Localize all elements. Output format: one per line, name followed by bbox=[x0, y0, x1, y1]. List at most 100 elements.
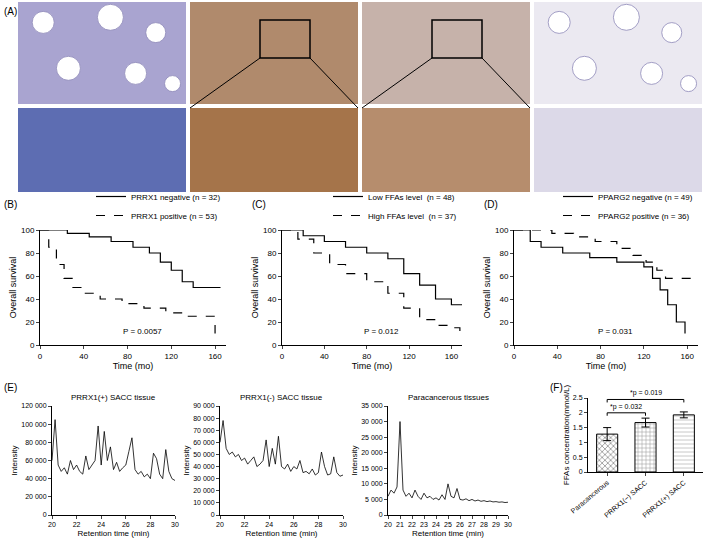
svg-text:10 000: 10 000 bbox=[361, 480, 383, 487]
svg-text:PRRX1(-) SACC tissue: PRRX1(-) SACC tissue bbox=[240, 393, 323, 402]
svg-text:22: 22 bbox=[408, 521, 416, 528]
svg-text:20: 20 bbox=[25, 318, 34, 327]
svg-text:2: 2 bbox=[579, 409, 583, 416]
svg-text:FFAs concentration(mmol/L): FFAs concentration(mmol/L) bbox=[562, 384, 571, 485]
svg-text:40 000: 40 000 bbox=[193, 463, 215, 470]
svg-text:100 000: 100 000 bbox=[21, 421, 46, 428]
svg-text:Retention time (min): Retention time (min) bbox=[77, 529, 149, 538]
svg-text:20 000: 20 000 bbox=[193, 487, 215, 494]
svg-text:40: 40 bbox=[499, 295, 508, 304]
svg-text:80: 80 bbox=[362, 352, 371, 361]
svg-text:0.5: 0.5 bbox=[573, 454, 583, 461]
svg-text:*p = 0.032: *p = 0.032 bbox=[610, 403, 642, 411]
svg-text:160: 160 bbox=[681, 352, 695, 361]
svg-text:Time (mo): Time (mo) bbox=[352, 361, 393, 371]
svg-text:21: 21 bbox=[396, 521, 404, 528]
svg-text:100: 100 bbox=[21, 226, 35, 235]
svg-text:20: 20 bbox=[267, 318, 276, 327]
svg-text:(B): (B) bbox=[4, 199, 17, 210]
svg-text:0: 0 bbox=[43, 511, 47, 518]
svg-text:0: 0 bbox=[579, 468, 583, 475]
svg-text:100: 100 bbox=[495, 226, 509, 235]
svg-text:90 000: 90 000 bbox=[193, 402, 215, 409]
svg-text:28: 28 bbox=[315, 521, 323, 528]
svg-text:26: 26 bbox=[122, 521, 130, 528]
svg-text:(F): (F) bbox=[550, 382, 563, 393]
svg-text:Paracancerous tissues: Paracancerous tissues bbox=[408, 393, 489, 402]
svg-text:40: 40 bbox=[553, 352, 562, 361]
svg-text:40: 40 bbox=[267, 295, 276, 304]
svg-text:(A): (A) bbox=[4, 6, 17, 17]
svg-text:0: 0 bbox=[272, 341, 277, 350]
svg-text:29: 29 bbox=[492, 521, 500, 528]
svg-text:120: 120 bbox=[402, 352, 416, 361]
svg-text:Overall survival: Overall survival bbox=[8, 257, 18, 319]
svg-text:PPARG2 positive (n = 36): PPARG2 positive (n = 36) bbox=[598, 212, 690, 221]
svg-text:28: 28 bbox=[480, 521, 488, 528]
svg-text:*p = 0.019: *p = 0.019 bbox=[630, 389, 662, 397]
svg-text:10 000: 10 000 bbox=[193, 499, 215, 506]
svg-text:40: 40 bbox=[25, 295, 34, 304]
svg-text:0: 0 bbox=[38, 352, 43, 361]
svg-text:Intensity: Intensity bbox=[10, 446, 19, 476]
svg-text:Retention time (min): Retention time (min) bbox=[412, 529, 484, 538]
svg-text:80: 80 bbox=[499, 249, 508, 258]
svg-text:20: 20 bbox=[384, 521, 392, 528]
svg-text:P = 0.031: P = 0.031 bbox=[598, 327, 633, 336]
svg-text:40 000: 40 000 bbox=[25, 475, 47, 482]
svg-text:PRRX1(−) SACC: PRRX1(−) SACC bbox=[603, 479, 649, 520]
svg-text:22: 22 bbox=[73, 521, 81, 528]
svg-text:80 000: 80 000 bbox=[25, 439, 47, 446]
svg-text:30: 30 bbox=[504, 521, 512, 528]
svg-text:80 000: 80 000 bbox=[193, 415, 215, 422]
svg-text:60 000: 60 000 bbox=[193, 439, 215, 446]
svg-text:25 000: 25 000 bbox=[361, 434, 383, 441]
svg-text:0: 0 bbox=[504, 341, 509, 350]
svg-text:30 000: 30 000 bbox=[193, 475, 215, 482]
svg-text:Retention time (min): Retention time (min) bbox=[245, 529, 317, 538]
svg-text:(E): (E) bbox=[4, 382, 17, 393]
svg-text:0: 0 bbox=[30, 341, 35, 350]
svg-text:PRRX1(+) SACC tissue: PRRX1(+) SACC tissue bbox=[71, 393, 156, 402]
svg-text:0: 0 bbox=[211, 511, 215, 518]
svg-text:24: 24 bbox=[97, 521, 105, 528]
svg-text:26: 26 bbox=[456, 521, 464, 528]
svg-text:24: 24 bbox=[265, 521, 273, 528]
svg-text:Time (mo): Time (mo) bbox=[586, 361, 627, 371]
svg-text:160: 160 bbox=[208, 352, 222, 361]
svg-text:35 000: 35 000 bbox=[361, 402, 383, 409]
svg-text:30: 30 bbox=[339, 521, 347, 528]
svg-text:40: 40 bbox=[320, 352, 329, 361]
svg-text:Overall survival: Overall survival bbox=[250, 257, 260, 319]
svg-text:40: 40 bbox=[79, 352, 88, 361]
svg-text:20 000: 20 000 bbox=[361, 449, 383, 456]
svg-text:20 000: 20 000 bbox=[25, 493, 47, 500]
svg-text:26: 26 bbox=[290, 521, 298, 528]
svg-text:20: 20 bbox=[48, 521, 56, 528]
svg-text:25: 25 bbox=[444, 521, 452, 528]
svg-text:0: 0 bbox=[512, 352, 517, 361]
svg-text:PRRX1(+) SACC: PRRX1(+) SACC bbox=[641, 479, 687, 520]
svg-text:1: 1 bbox=[579, 439, 583, 446]
svg-text:120 000: 120 000 bbox=[21, 402, 46, 409]
svg-text:80: 80 bbox=[267, 249, 276, 258]
svg-text:P = 0.0057: P = 0.0057 bbox=[123, 327, 162, 336]
svg-text:20: 20 bbox=[216, 521, 224, 528]
svg-text:PRRX1 positive (n = 53): PRRX1 positive (n = 53) bbox=[131, 212, 217, 221]
svg-text:80: 80 bbox=[596, 352, 605, 361]
svg-text:80: 80 bbox=[25, 249, 34, 258]
svg-text:60: 60 bbox=[499, 272, 508, 281]
svg-text:60 000: 60 000 bbox=[25, 457, 47, 464]
svg-text:P = 0.012: P = 0.012 bbox=[364, 327, 399, 336]
svg-text:(D): (D) bbox=[484, 199, 498, 210]
svg-text:PPARG2 negative (n = 49): PPARG2 negative (n = 49) bbox=[598, 193, 693, 202]
svg-text:60: 60 bbox=[267, 272, 276, 281]
svg-text:Intensity: Intensity bbox=[182, 446, 191, 476]
svg-text:Intensity: Intensity bbox=[350, 446, 359, 476]
svg-text:PRRX1 negative (n = 32): PRRX1 negative (n = 32) bbox=[131, 193, 220, 202]
svg-text:0: 0 bbox=[379, 511, 383, 518]
svg-text:(C): (C) bbox=[252, 199, 266, 210]
svg-text:Paracancerous: Paracancerous bbox=[569, 479, 610, 515]
svg-text:Time (mo): Time (mo) bbox=[113, 361, 154, 371]
svg-text:0: 0 bbox=[280, 352, 285, 361]
